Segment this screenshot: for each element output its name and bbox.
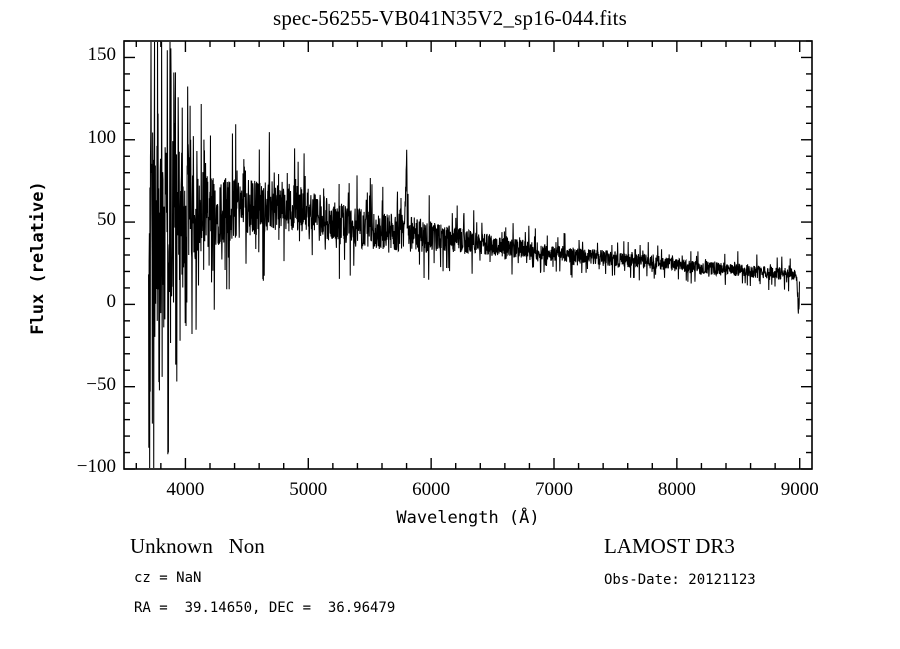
x-tick-label: 7000 <box>535 479 573 500</box>
page-title: spec-56255-VB041N35V2_sp16-044.fits <box>272 6 628 30</box>
x-tick-label: 8000 <box>657 479 696 500</box>
y-tick-label: 0 <box>106 291 117 313</box>
spectrum-trace <box>148 42 801 468</box>
y-axis-label: Flux (relative) <box>28 181 48 335</box>
x-tick-label: 9000 <box>780 479 819 500</box>
y-tick-label: 50 <box>97 209 116 231</box>
survey-release-label: LAMOST DR3 <box>604 534 735 558</box>
x-tick-label: 6000 <box>412 479 451 500</box>
x-tick-label: 4000 <box>166 479 205 500</box>
observation-date: Obs-Date: 20121123 <box>604 572 756 588</box>
sky-coordinates: RA = 39.14650, DEC = 36.96479 <box>134 600 396 616</box>
x-axis-label: Wavelength (Å) <box>396 508 540 528</box>
y-tick-label: 100 <box>87 126 117 148</box>
y-tick-label: 150 <box>87 44 117 66</box>
x-tick-label: 5000 <box>289 479 328 500</box>
object-classification: Unknown Non <box>130 534 265 558</box>
y-tick-label: −50 <box>86 373 116 395</box>
y-tick-label: −100 <box>76 456 116 477</box>
plot-axes <box>123 40 813 470</box>
redshift-velocity: cz = NaN <box>134 570 202 586</box>
